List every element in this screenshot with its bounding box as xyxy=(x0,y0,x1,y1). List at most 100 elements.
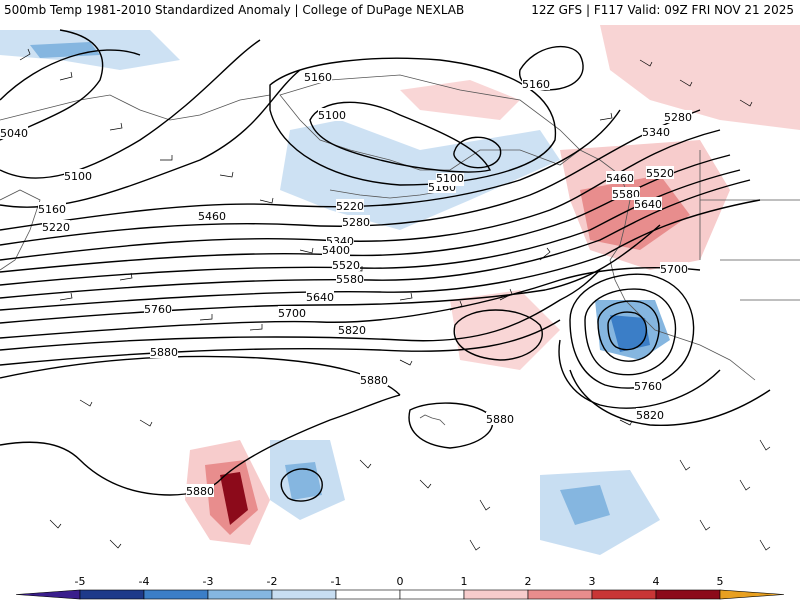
cold-anomaly-low-core xyxy=(610,315,650,352)
colorbar-tick: -2 xyxy=(266,575,278,588)
colorbar-segment xyxy=(719,589,785,600)
contour-5760-low xyxy=(558,339,721,409)
header: 500mb Temp 1981-2010 Standardized Anomal… xyxy=(0,0,800,22)
warm-anomaly-central xyxy=(450,290,560,370)
contour-low-4 xyxy=(607,311,648,351)
coastlines xyxy=(0,74,800,426)
warm-anomaly-coast-core xyxy=(580,175,690,250)
contour-label: 5160 xyxy=(304,71,332,84)
contour-label: 5520 xyxy=(646,167,674,180)
colorbar-tick: -4 xyxy=(138,575,150,588)
contour-5100-west xyxy=(0,29,104,141)
colorbar-segment xyxy=(527,589,593,600)
colorbar-tick: 0 xyxy=(396,575,404,588)
contour-label: 5880 xyxy=(360,374,388,387)
cold-anomaly-southeast-core xyxy=(560,485,610,525)
contour-5820-low xyxy=(569,369,771,427)
wind-barbs xyxy=(19,48,771,551)
contour-label-group: 5040 5100 5160 5220 5100 5160 5160 5100 … xyxy=(0,70,692,498)
colorbar-tick: -1 xyxy=(330,575,342,588)
contour-label: 5880 xyxy=(186,485,214,498)
contour-label: 5820 xyxy=(338,324,366,337)
contour-5160-alaska xyxy=(269,57,557,186)
colorbar-tick-labels: -5 -4 -3 -2 -1 0 1 2 3 4 5 xyxy=(0,575,800,589)
warm-anomaly-north-2 xyxy=(400,80,520,120)
colorbar-segment xyxy=(335,589,401,600)
contour-5880-central xyxy=(453,309,543,361)
contour-label: 5880 xyxy=(486,413,514,426)
contour-5580 xyxy=(0,199,761,311)
warm-anomaly-north xyxy=(600,25,800,130)
contour-label: 5160 xyxy=(522,78,550,91)
contour-5040 xyxy=(0,49,141,101)
contour-label: 5640 xyxy=(306,291,334,304)
contour-label: 5160 xyxy=(38,203,66,216)
colorbar-tick: -5 xyxy=(74,575,86,588)
colorbar-tick: 5 xyxy=(716,575,724,588)
siberia-coast xyxy=(0,94,271,121)
contour-label: 5580 xyxy=(612,188,640,201)
contour-label: 5700 xyxy=(278,307,306,320)
contour-5280 xyxy=(0,109,701,246)
hawaii-islands xyxy=(419,414,446,426)
contour-5220-west xyxy=(0,69,301,208)
aleutian-chain xyxy=(329,189,451,199)
contour-label: 5700 xyxy=(660,263,688,276)
alaska-coast xyxy=(279,74,581,171)
contour-5100-alaska xyxy=(309,101,492,173)
model-run-info: 12Z GFS | F117 Valid: 09Z FRI NOV 21 202… xyxy=(531,3,794,17)
colorbar-segment xyxy=(655,589,721,600)
contour-label: 5760 xyxy=(144,303,172,316)
colorbar-segment xyxy=(143,589,209,600)
contour-label: 5820 xyxy=(636,409,664,422)
contour-low-1 xyxy=(569,273,695,389)
interior-borders xyxy=(699,150,800,301)
contour-label: 5880 xyxy=(150,346,178,359)
colorbar-segment xyxy=(463,589,529,600)
anomaly-shading xyxy=(0,25,800,555)
contour-label: 5460 xyxy=(198,210,226,223)
contour-5520 xyxy=(0,179,751,299)
colorbar-segment xyxy=(15,589,81,600)
map-title: 500mb Temp 1981-2010 Standardized Anomal… xyxy=(4,3,465,17)
us-west-coast xyxy=(609,259,756,381)
contour-inner-low xyxy=(453,136,502,169)
contour-5880-west xyxy=(0,355,401,396)
contour-low-3 xyxy=(597,300,660,362)
contour-label: 5580 xyxy=(336,273,364,286)
contour-label: 5280 xyxy=(342,216,370,229)
contour-label: 5220 xyxy=(42,221,70,234)
contour-label: 5460 xyxy=(606,172,634,185)
contour-5880-south-ring xyxy=(280,468,323,502)
colorbar-tick: 4 xyxy=(652,575,660,588)
colorbar-segment xyxy=(207,589,273,600)
contour-5880-hawaii xyxy=(408,402,494,449)
contour-5160-west xyxy=(0,39,261,179)
contour-label: 5400 xyxy=(322,244,350,257)
colorbar-tick: 2 xyxy=(524,575,532,588)
contour-label: 5220 xyxy=(336,200,364,213)
contour-label: 5100 xyxy=(64,170,92,183)
colorbar-segment xyxy=(591,589,657,600)
colorbar-tick: 1 xyxy=(460,575,468,588)
contour-5700 xyxy=(0,267,701,339)
warm-anomaly-sw-core xyxy=(220,472,248,525)
contour-label: 5100 xyxy=(318,109,346,122)
colorbar-segment xyxy=(79,589,145,600)
map-panel[interactable]: 5040 5100 5160 5220 5100 5160 5160 5100 … xyxy=(0,22,800,575)
colorbar-segment xyxy=(271,589,337,600)
kamchatka-coast xyxy=(0,189,41,271)
colorbar-segment xyxy=(399,589,465,600)
contour-5460 xyxy=(0,169,741,286)
contour-5760 xyxy=(0,269,601,351)
contour-label: 5760 xyxy=(634,380,662,393)
colorbar-tick: -3 xyxy=(202,575,214,588)
contour-5820 xyxy=(0,319,561,366)
contour-label: 5040 xyxy=(0,127,28,140)
contour-label: 5100 xyxy=(436,172,464,185)
colorbar: -5 -4 -3 -2 -1 0 1 2 3 4 5 xyxy=(0,575,800,600)
colorbar-tick: 3 xyxy=(588,575,596,588)
contour-label: 5340 xyxy=(642,126,670,139)
contour-label: 5280 xyxy=(664,111,692,124)
colorbar-bar xyxy=(15,589,785,600)
